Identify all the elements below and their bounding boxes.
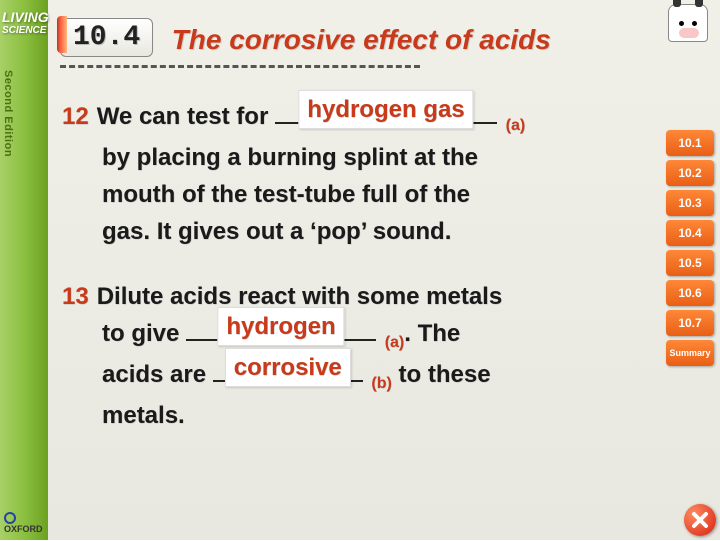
- q13-l2-post: . The: [404, 320, 460, 347]
- q13-blank-b: corrosive: [213, 356, 363, 393]
- q12-blank: hydrogen gas: [275, 98, 497, 135]
- q13-line4: metals.: [62, 397, 654, 434]
- cow-mascot-icon: [668, 4, 708, 42]
- question-number-12: 12: [62, 103, 89, 130]
- slide-page: LIVING SCIENCE Second Edition OXFORD 10.…: [0, 0, 720, 540]
- q13-l2-pre: to give: [102, 320, 186, 347]
- q13-sub-a: (a): [385, 334, 405, 351]
- q12-line4: gas. It gives out a ‘pop’ sound.: [62, 213, 654, 250]
- q13-answer-a: hydrogen: [217, 307, 344, 346]
- publisher-icon: [4, 512, 16, 524]
- page-title: The corrosive effect of acids: [172, 24, 551, 56]
- left-sidebar: LIVING SCIENCE Second Edition OXFORD: [0, 0, 48, 540]
- publisher-label: OXFORD: [4, 512, 48, 534]
- main-content: 10.4 The corrosive effect of acids 12 We …: [60, 18, 654, 462]
- body-text: 12 We can test for hydrogen gas (a) by pl…: [60, 98, 654, 434]
- q12-line3: mouth of the test-tube full of the: [62, 176, 654, 213]
- question-13: 13Dilute acids react with some metals to…: [60, 278, 654, 434]
- q13-l3-post: to these: [392, 361, 491, 388]
- nav-item-10-1[interactable]: 10.1: [666, 130, 714, 156]
- q12-sub-a: (a): [506, 117, 526, 134]
- q12-answer: hydrogen gas: [298, 90, 473, 129]
- section-nav-stack: 10.1 10.2 10.3 10.4 10.5 10.6 10.7 Summa…: [666, 130, 714, 370]
- right-nav: 10.1 10.2 10.3 10.4 10.5 10.6 10.7 Summa…: [662, 0, 720, 540]
- q13-line2: to give hydrogen (a). The: [62, 315, 654, 356]
- logo-line-2: SCIENCE: [2, 25, 46, 36]
- nav-item-10-4[interactable]: 10.4: [666, 220, 714, 246]
- series-logo: LIVING SCIENCE: [2, 12, 46, 35]
- close-icon: [684, 504, 716, 536]
- q13-answer-b: corrosive: [225, 348, 351, 387]
- question-number-13: 13: [62, 283, 89, 310]
- q13-l3-pre: acids are: [102, 361, 213, 388]
- nav-item-10-3[interactable]: 10.3: [666, 190, 714, 216]
- nav-item-10-2[interactable]: 10.2: [666, 160, 714, 186]
- q13-line3: acids are corrosive (b) to these: [62, 356, 654, 397]
- chapter-number-tab: 10.4: [60, 18, 153, 57]
- nav-item-10-7[interactable]: 10.7: [666, 310, 714, 336]
- publisher-text: OXFORD: [4, 524, 43, 534]
- mascot-container: [668, 4, 716, 48]
- nav-item-10-6[interactable]: 10.6: [666, 280, 714, 306]
- question-12: 12 We can test for hydrogen gas (a) by pl…: [60, 98, 654, 250]
- dashed-divider: [60, 65, 420, 68]
- nav-item-summary[interactable]: Summary: [666, 340, 714, 366]
- q12-pre: We can test for: [97, 103, 275, 130]
- q12-line2: by placing a burning splint at the: [62, 139, 654, 176]
- q13-sub-b: (b): [371, 375, 391, 392]
- nav-item-10-5[interactable]: 10.5: [666, 250, 714, 276]
- logo-line-1: LIVING: [2, 9, 49, 25]
- edition-label: Second Edition: [2, 70, 14, 157]
- close-button[interactable]: [684, 504, 716, 536]
